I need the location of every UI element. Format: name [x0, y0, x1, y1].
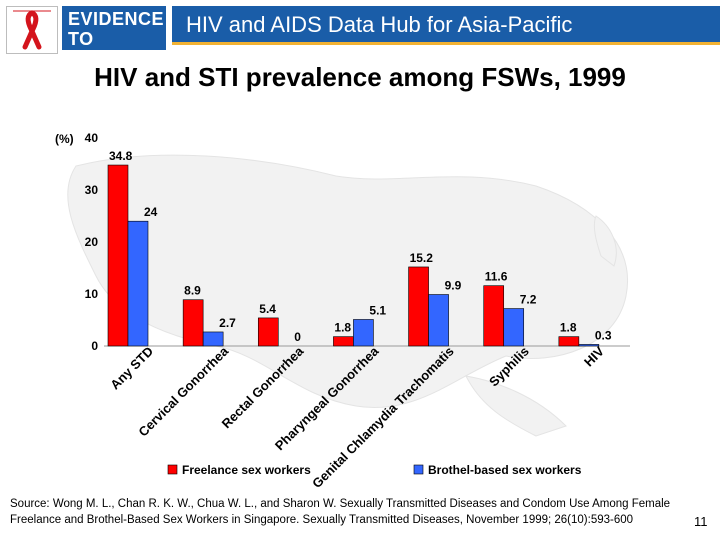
- y-axis-label: (%): [55, 132, 74, 146]
- slide-title: HIV and STI prevalence among FSWs, 1999: [94, 62, 626, 92]
- bar-brothel: [127, 220, 149, 347]
- y-tick-label: 10: [85, 287, 99, 301]
- prevalence-chart: (%) 0 10 20 30 40 34.8 8.9 5.4 1.8 15.2 11.6 1.8 24 2.…: [55, 131, 630, 491]
- evidence-to-action-logo: EVIDENCE TO ACTION: [62, 6, 166, 70]
- bar-brothel: [503, 308, 525, 347]
- x-tick-label: HIV: [581, 343, 607, 369]
- slide-number: 11: [694, 514, 708, 529]
- red-ribbon-logo-icon: [6, 6, 58, 54]
- bar-brothel: [428, 294, 449, 347]
- x-tick-label: Rectal Gonorrhea: [219, 343, 307, 431]
- bar-brothel: [353, 319, 374, 347]
- data-label: 9.9: [445, 279, 462, 293]
- legend-swatch-brothel: [413, 464, 424, 475]
- legend-entry: Brothel-based sex workers: [428, 463, 582, 477]
- header-band: HIV and AIDS Data Hub for Asia-Pacific: [172, 6, 720, 42]
- bar-brothel: [578, 344, 600, 347]
- data-label: 5.4: [259, 302, 276, 316]
- header: EVIDENCE TO ACTION HIV and AIDS Data Hub…: [0, 0, 720, 70]
- data-label: 2.7: [219, 316, 236, 330]
- logo-line-2: TO ACTION: [68, 29, 140, 70]
- legend-swatch-freelance: [167, 464, 178, 475]
- bar-brothel: [202, 331, 224, 347]
- data-label: 8.9: [184, 284, 201, 298]
- bar-freelance: [257, 317, 279, 347]
- bar-freelance: [182, 299, 204, 347]
- logo-line-1: EVIDENCE: [68, 9, 165, 29]
- data-label: 5.1: [369, 303, 386, 317]
- legend-entry: Freelance sex workers: [182, 463, 311, 477]
- bar-freelance: [333, 336, 354, 347]
- y-tick-label: 0: [91, 339, 98, 353]
- data-label: 24: [144, 205, 158, 219]
- y-tick-label: 20: [85, 235, 99, 249]
- bar-freelance: [408, 266, 429, 347]
- source-citation: Source: Wong M. L., Chan R. K. W., Chua …: [10, 498, 671, 526]
- header-divider: [172, 42, 720, 45]
- data-label: 7.2: [520, 293, 537, 307]
- data-label: 11.6: [485, 270, 508, 284]
- y-tick-label: 40: [85, 131, 99, 145]
- data-label: 1.8: [334, 321, 351, 335]
- header-title: HIV and AIDS Data Hub for Asia-Pacific: [186, 12, 573, 37]
- y-tick-label: 30: [85, 183, 99, 197]
- data-label: 0: [294, 330, 301, 344]
- x-tick-label: Syphilis: [486, 344, 532, 390]
- data-label: 34.8: [109, 149, 133, 163]
- bar-freelance: [558, 336, 580, 347]
- data-label: 1.8: [560, 321, 577, 335]
- x-tick-label: Any STD: [107, 344, 156, 393]
- bar-freelance: [483, 285, 505, 347]
- bar-freelance: [107, 164, 129, 347]
- data-label: 15.2: [410, 251, 434, 265]
- data-label: 0.3: [595, 328, 612, 342]
